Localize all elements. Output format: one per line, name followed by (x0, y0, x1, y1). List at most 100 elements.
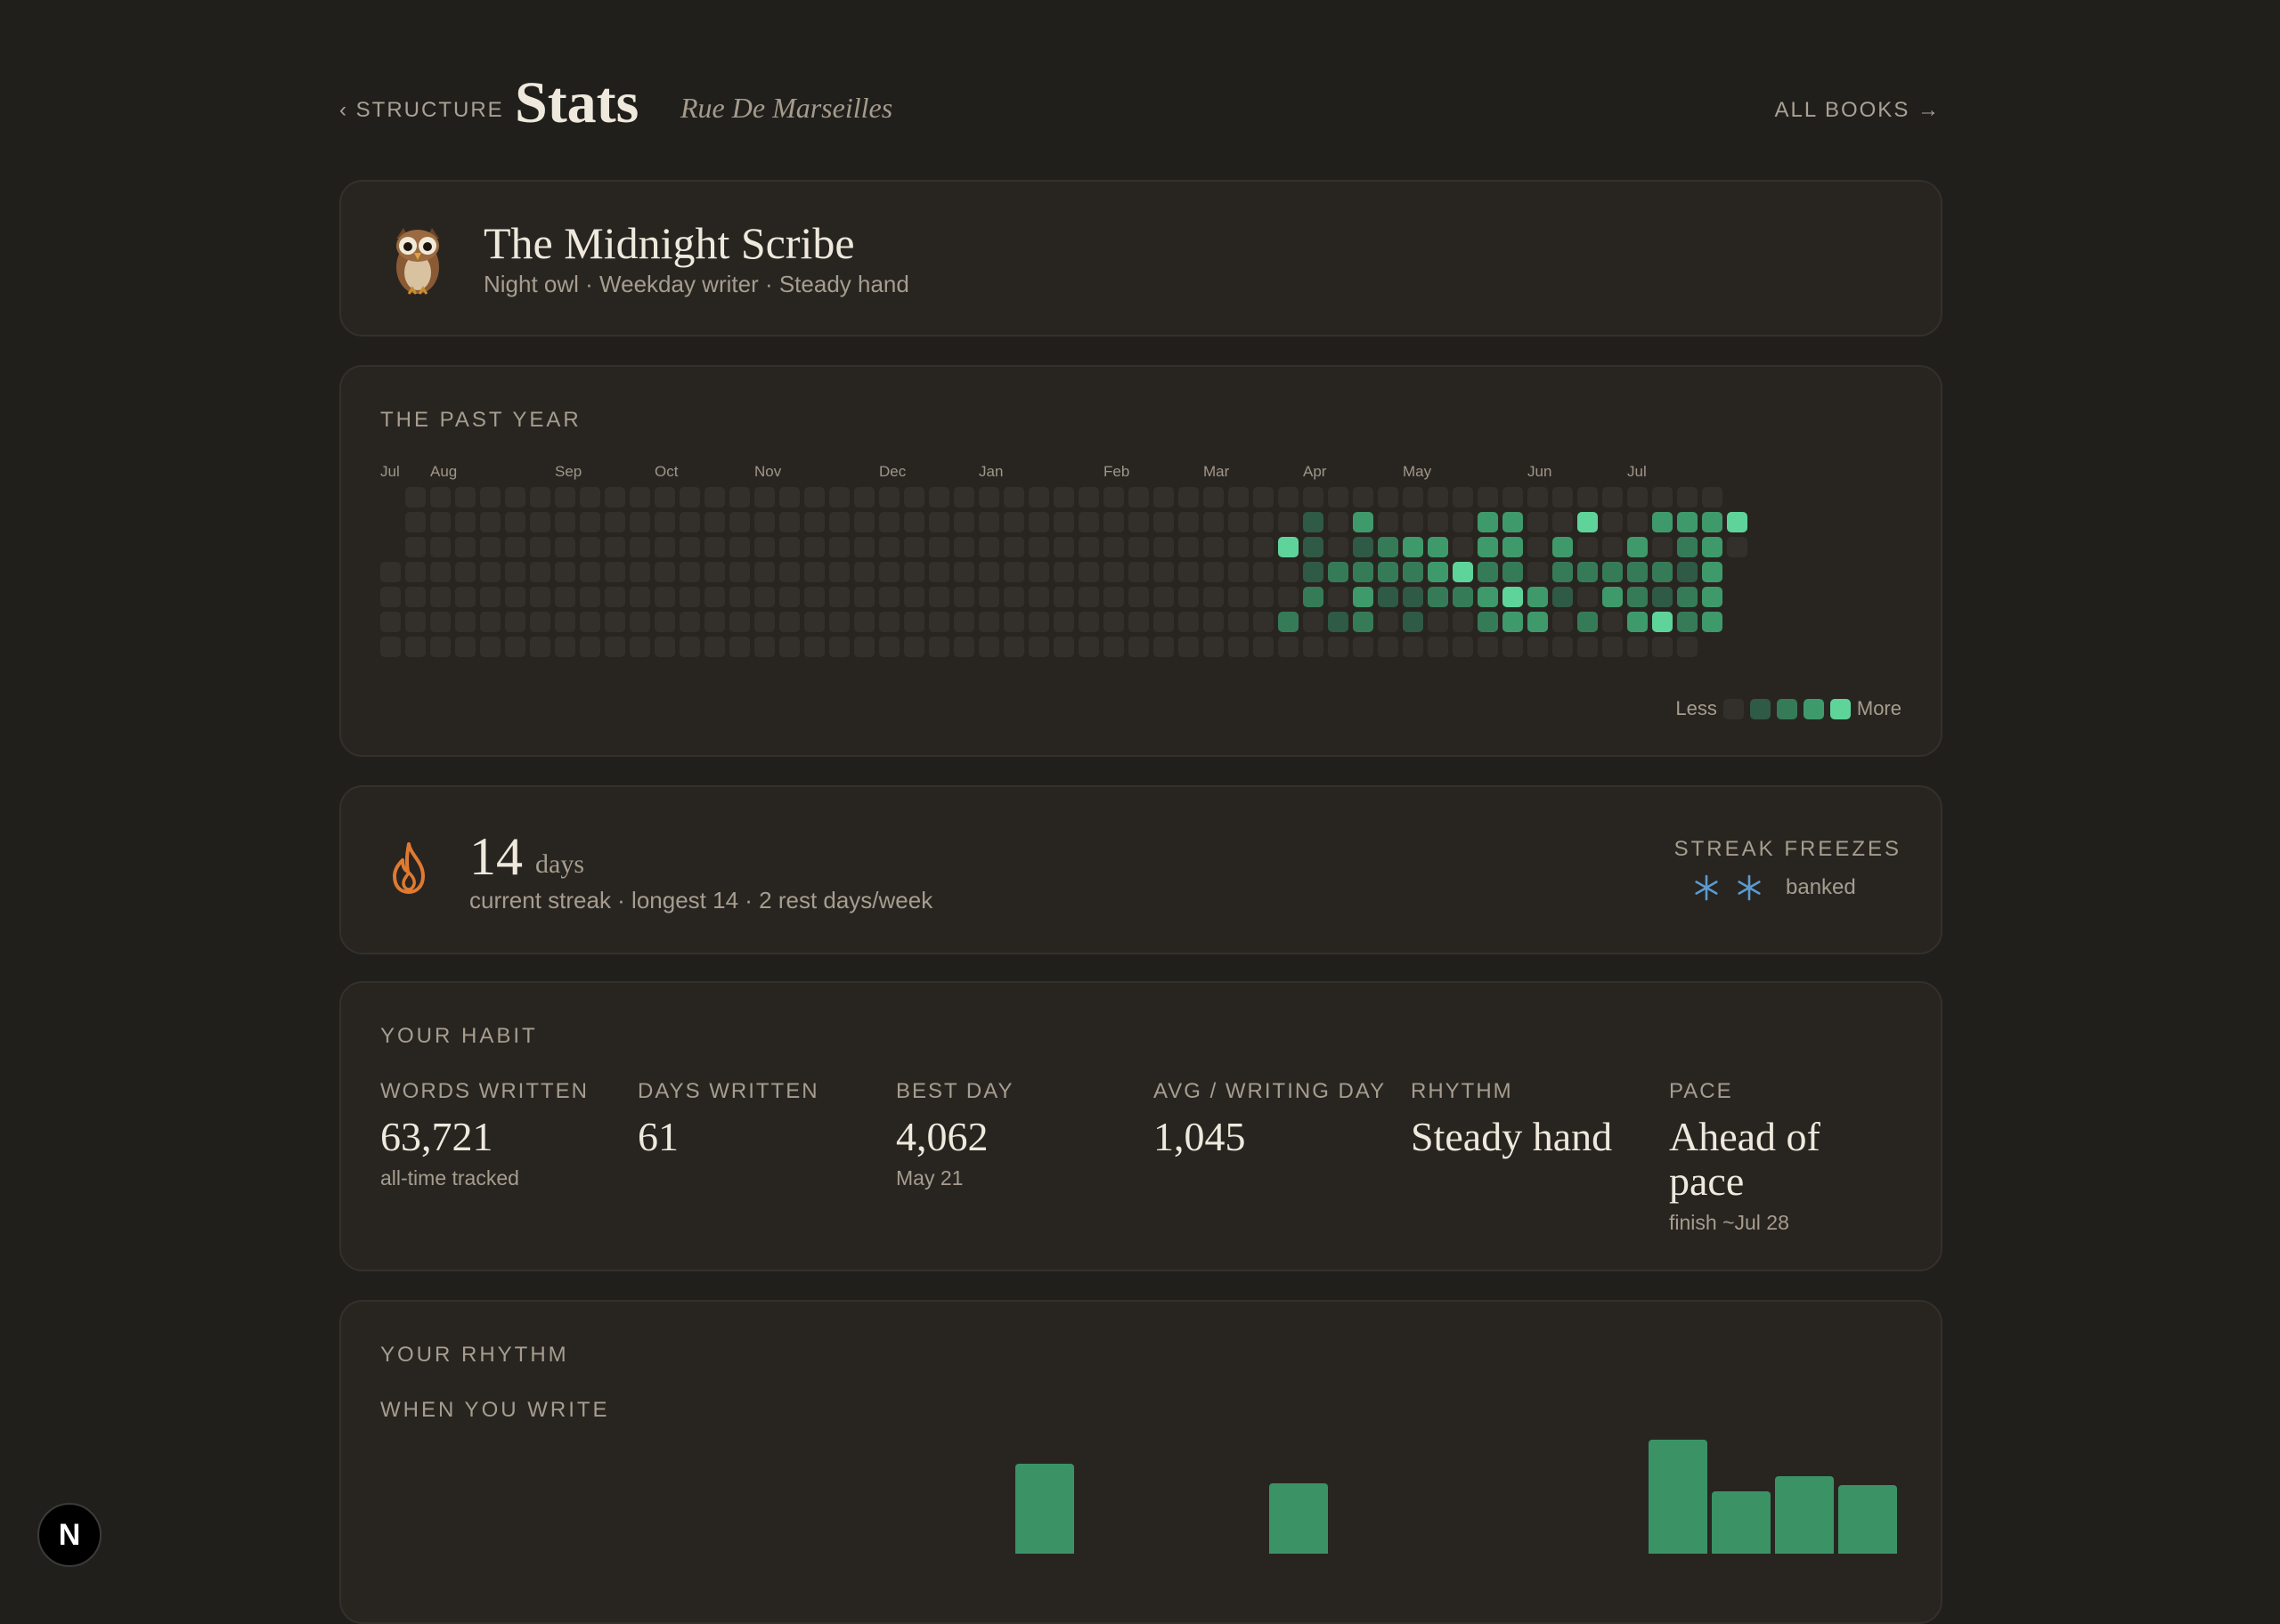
heatmap-day-cell (455, 612, 476, 632)
heatmap-day-cell (680, 562, 700, 582)
stat-sub: all-time tracked (380, 1166, 519, 1190)
heatmap-day-cell (405, 637, 426, 657)
heatmap-day-cell (480, 512, 501, 532)
heatmap-day-cell (430, 562, 451, 582)
month-label: Feb (1103, 463, 1130, 480)
heatmap-day-cell (530, 562, 550, 582)
legend-swatch (1776, 698, 1797, 719)
heatmap-day-cell (1478, 537, 1498, 557)
stat-days-written: DAYS WRITTEN 61 (638, 1079, 878, 1159)
heatmap-day-cell (1552, 612, 1573, 632)
heatmap-day-cell (1353, 487, 1373, 508)
rhythm-bar (1838, 1485, 1897, 1554)
heatmap-day-cell (754, 562, 775, 582)
heatmap-day-cell (1403, 537, 1423, 557)
heatmap-day-cell (804, 612, 825, 632)
heatmap-day-cell (1702, 612, 1722, 632)
heatmap-day-cell (1502, 562, 1523, 582)
heatmap-day-cell (655, 487, 675, 508)
stat-value: Steady hand (1411, 1114, 1613, 1159)
heatmap-day-cell (1403, 487, 1423, 508)
heatmap-day-cell (1228, 587, 1249, 607)
heatmap-day-cell (1353, 537, 1373, 557)
heatmap-day-cell (704, 637, 725, 657)
legend-less-label: Less (1675, 697, 1717, 719)
stat-label: DAYS WRITTEN (638, 1079, 819, 1103)
heatmap-day-cell (655, 512, 675, 532)
heatmap-day-cell (929, 487, 949, 508)
heatmap-day-cell (1054, 637, 1074, 657)
heatmap-day-cell (1278, 637, 1299, 657)
heatmap-day-cell (779, 537, 800, 557)
heatmap-day-cell (1029, 537, 1049, 557)
heatmap-day-cell (1403, 562, 1423, 582)
heatmap-day-cell (1103, 537, 1124, 557)
all-books-link[interactable]: ALL BOOKS → (1774, 98, 1941, 122)
heatmap-day-cell (1378, 587, 1398, 607)
heatmap-day-cell (804, 487, 825, 508)
heatmap-day-cell (1627, 537, 1648, 557)
heatmap-day-cell (1253, 562, 1274, 582)
month-label: Oct (655, 463, 679, 480)
rhythm-bar (1015, 1464, 1074, 1554)
heatmap-day-cell (1178, 537, 1199, 557)
month-label: Jul (1627, 463, 1647, 480)
heatmap-day-cell (405, 562, 426, 582)
heatmap-day-cell (1378, 562, 1398, 582)
heatmap-day-cell (829, 487, 850, 508)
heatmap-day-cell (1677, 487, 1698, 508)
heatmap-day-cell (1552, 587, 1573, 607)
heatmap-day-cell (1627, 612, 1648, 632)
heatmap-day-cell (1328, 637, 1348, 657)
heatmap-day-cell (879, 637, 900, 657)
heatmap-day-cell (729, 587, 750, 607)
heatmap-day-cell (1178, 487, 1199, 508)
heatmap-day-cell (729, 612, 750, 632)
heatmap-day-cell (605, 562, 625, 582)
heatmap-day-cell (1153, 637, 1174, 657)
heatmap-day-cell (505, 612, 525, 632)
heatmap-day-cell (555, 537, 575, 557)
heatmap-day-cell (655, 637, 675, 657)
month-label: Jan (979, 463, 1004, 480)
page-title: Stats (515, 70, 639, 135)
heatmap-day-cell (879, 512, 900, 532)
heatmap-day-cell (380, 562, 401, 582)
heatmap-day-cell (904, 512, 924, 532)
streak-freezes-label: STREAK FREEZES (1673, 837, 1901, 861)
heatmap-day-cell (1502, 537, 1523, 557)
heatmap-day-cell (430, 637, 451, 657)
heatmap-day-cell (630, 587, 650, 607)
heatmap-day-cell (804, 587, 825, 607)
heatmap-day-cell (1004, 587, 1024, 607)
heatmap-day-cell (630, 537, 650, 557)
persona-tagline: Night owl · Weekday writer · Steady hand (484, 271, 909, 297)
framework-badge[interactable]: N (37, 1503, 102, 1567)
heatmap-day-cell (630, 562, 650, 582)
heatmap-day-cell (954, 612, 974, 632)
heatmap-day-cell (555, 487, 575, 508)
heatmap-day-cell (1577, 637, 1598, 657)
when-you-write-chart (380, 1426, 1900, 1554)
heatmap-day-cell (1677, 637, 1698, 657)
heatmap-day-cell (1079, 562, 1099, 582)
heatmap-day-cell (455, 562, 476, 582)
heatmap-day-cell (954, 537, 974, 557)
heatmap-day-cell (879, 562, 900, 582)
heatmap-day-cell (1203, 512, 1224, 532)
heatmap-day-cell (605, 637, 625, 657)
heatmap-day-cell (680, 537, 700, 557)
heatmap-day-cell (854, 587, 875, 607)
heatmap-day-cell (580, 487, 600, 508)
heatmap-day-cell (1029, 562, 1049, 582)
heatmap-day-cell (1253, 537, 1274, 557)
heatmap-day-cell (854, 537, 875, 557)
heatmap-day-cell (779, 562, 800, 582)
heatmap-day-cell (1128, 512, 1149, 532)
heatmap-day-cell (1029, 512, 1049, 532)
heatmap-day-cell (1577, 537, 1598, 557)
heatmap-day-cell (1428, 562, 1448, 582)
rhythm-chart-title: WHEN YOU WRITE (380, 1398, 610, 1422)
heatmap-day-cell (954, 637, 974, 657)
back-to-structure-link[interactable]: ‹ STRUCTURE (339, 98, 504, 122)
